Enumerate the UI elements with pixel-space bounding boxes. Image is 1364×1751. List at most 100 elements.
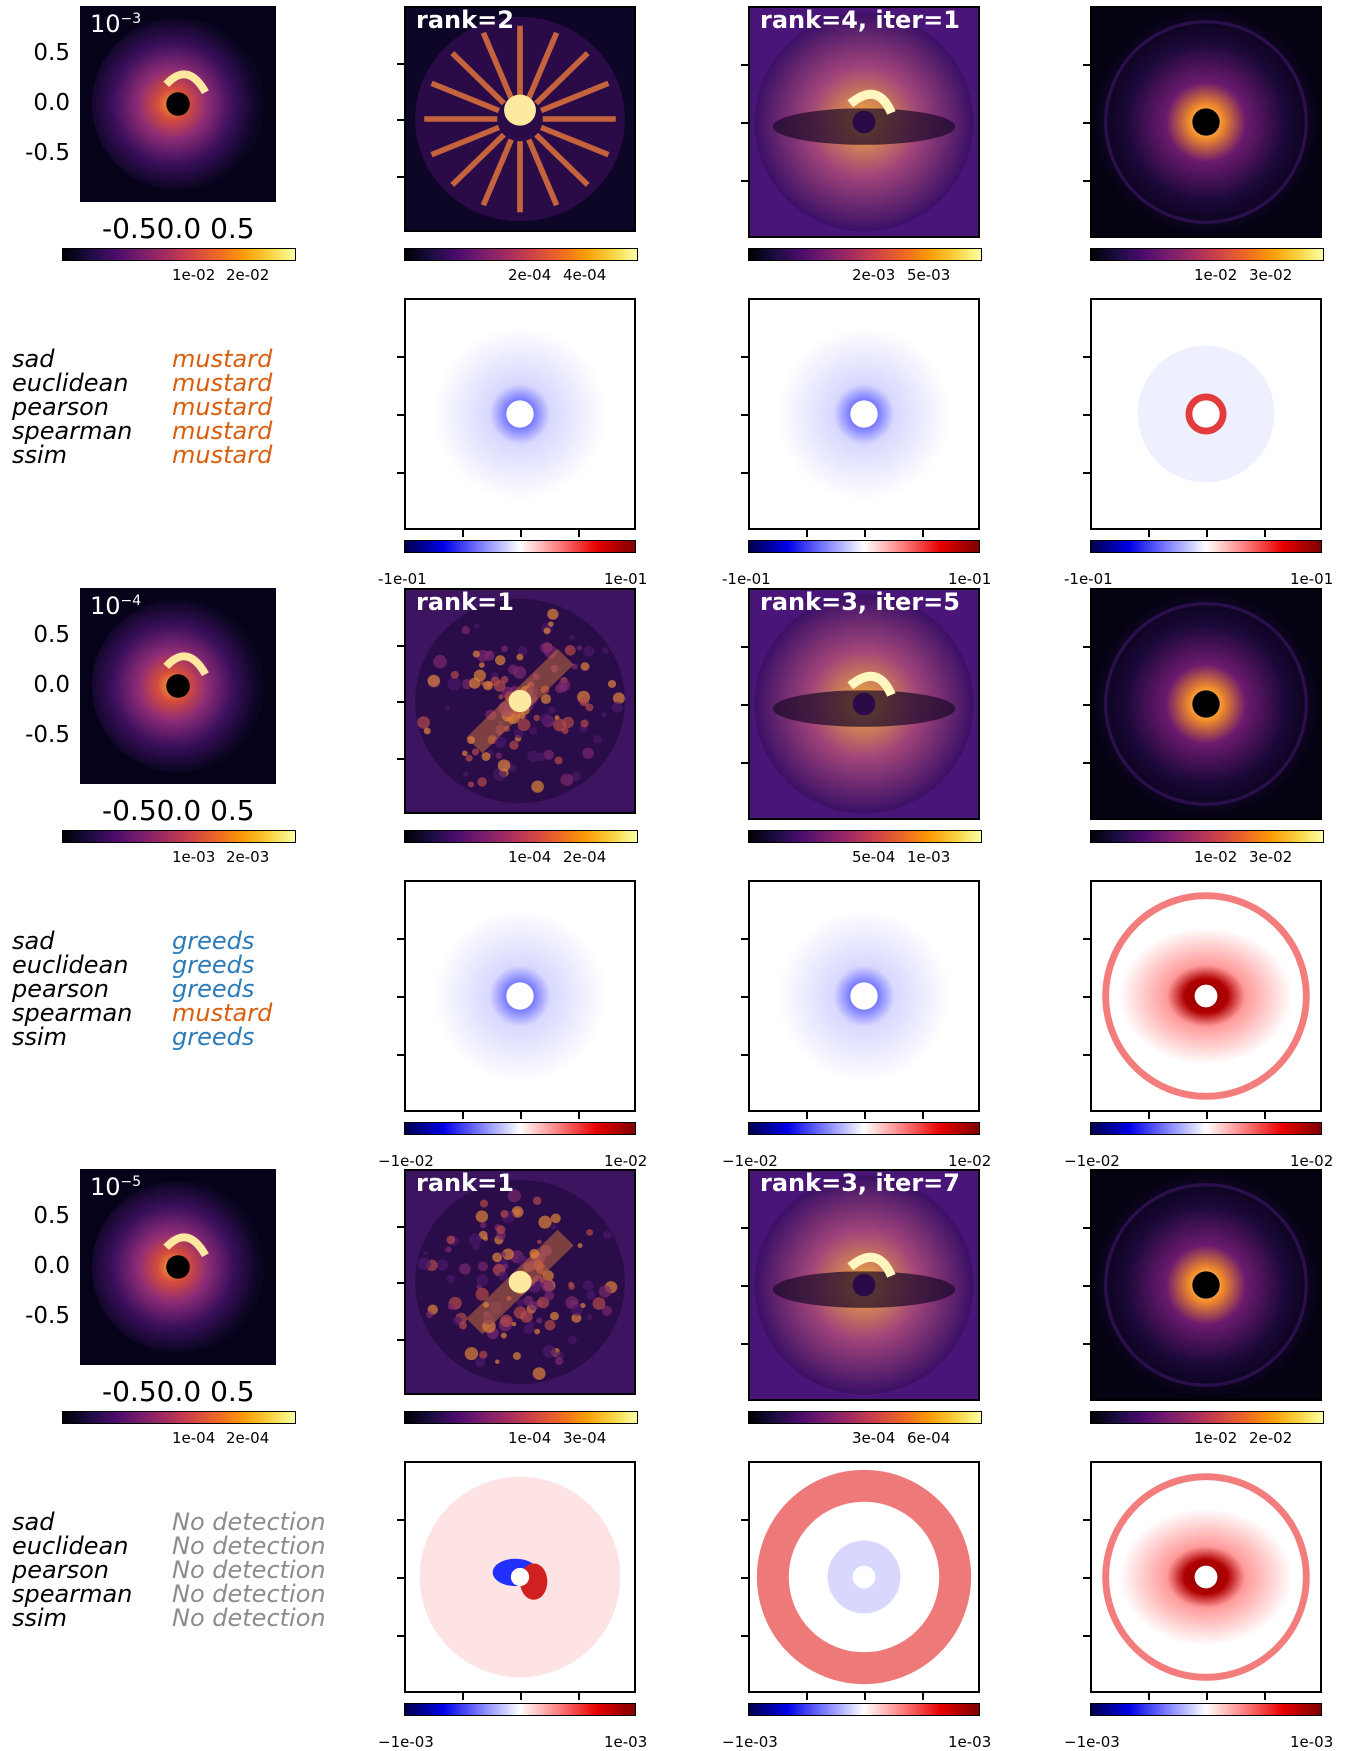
x-tick-mark [922,1112,924,1119]
metric-name: sad [12,1510,54,1534]
y-tick-mark [741,1577,748,1579]
residual-colorbar [748,1703,980,1716]
residual-max-label: 1e-01 [604,570,647,588]
image-colorbar [748,1411,982,1424]
x-tick-mark [1264,1112,1266,1119]
y-tick-mark [1083,1227,1090,1229]
residual-min-label: −1e-02 [722,1152,778,1170]
y-tick-mark [741,996,748,998]
x-tick-mark [1148,1112,1150,1119]
panel-title: rank=1 [416,1169,514,1197]
x-tick-mark [462,1693,464,1700]
image-colorbar [404,1411,638,1424]
colorbar-tick-label: 5e-04 [852,848,895,866]
panel-title: rank=3, iter=7 [760,1169,960,1197]
y-tick-mark [397,758,404,760]
image-panel-r2-c0: 10−5 [80,1169,276,1365]
y-tick-mark [741,1227,748,1229]
metric-row-ssim: ssim greeds [12,1025,332,1049]
residual-min-label: −1e-02 [1064,1152,1120,1170]
y-tick-mark [397,356,404,358]
y-tick-mark [397,996,404,998]
metric-row-spearman: spearman No detection [12,1582,332,1606]
metric-row-ssim: ssim mustard [12,443,332,467]
y-tick-mark [1083,122,1090,124]
y-tick-mark [1083,704,1090,706]
y-tick-label: 0.0 [10,90,70,116]
y-tick-mark [397,701,404,703]
colorbar-tick-label: 5e-03 [907,266,950,284]
x-tick-mark [578,1112,580,1119]
metric-row-pearson: pearson No detection [12,1558,332,1582]
y-tick-mark [741,704,748,706]
metric-row-euclidean: euclidean greeds [12,953,332,977]
residual-max-label: 1e-02 [604,1152,647,1170]
metric-row-spearman: spearman mustard [12,419,332,443]
metric-winner: mustard [172,395,272,419]
metric-name: sad [12,929,54,953]
colorbar-tick-label: 2e-04 [226,1429,269,1447]
metric-name: ssim [12,1025,67,1049]
y-tick-mark [741,356,748,358]
metric-name: euclidean [12,1534,128,1558]
x-tick-mark [462,530,464,537]
x-tick-mark [1206,1693,1208,1700]
residual-min-label: -1e-01 [722,570,771,588]
image-colorbar [404,830,638,843]
x-tick-mark [922,1693,924,1700]
image-panel-r1-c0: 10−4 [80,588,276,784]
metric-name: pearson [12,977,109,1001]
residual-min-label: -1e-01 [1064,570,1113,588]
image-colorbar [1090,1411,1324,1424]
metric-winner: mustard [172,371,272,395]
image-colorbar [748,830,982,843]
metric-winner: No detection [172,1534,326,1558]
y-tick-mark [1083,1285,1090,1287]
y-tick-mark [397,176,404,178]
residual-panel-r1-c3 [1090,880,1322,1112]
colorbar-tick-label: 2e-02 [1249,1429,1292,1447]
y-tick-mark [397,1519,404,1521]
residual-max-label: 1e-03 [948,1733,991,1751]
y-tick-mark [741,1054,748,1056]
level-label: 10−4 [90,592,141,620]
metric-name: sad [12,347,54,371]
metric-name: spearman [12,1582,132,1606]
metric-row-sad: sad mustard [12,347,332,371]
image-panel-r0-c1: rank=2 [404,6,636,232]
residual-min-label: -1e-01 [378,570,427,588]
metric-winner: greeds [172,929,254,953]
colorbar-tick-label: 1e-04 [508,1429,551,1447]
residual-min-label: −1e-03 [1064,1733,1120,1751]
x-tick-mark [922,530,924,537]
y-tick-mark [741,1519,748,1521]
residual-min-label: −1e-02 [378,1152,434,1170]
metric-row-sad: sad No detection [12,1510,332,1534]
image-panel-r1-c1: rank=1 [404,588,636,814]
image-colorbar [1090,248,1324,261]
image-colorbar [748,248,982,261]
residual-max-label: 1e-02 [948,1152,991,1170]
x-tick-mark [1264,530,1266,537]
metric-name: ssim [12,443,67,467]
colorbar-tick-label: 2e-03 [852,266,895,284]
colorbar-tick-label: 6e-04 [907,1429,950,1447]
x-tick-mark [864,530,866,537]
y-tick-mark [397,1339,404,1341]
y-tick-mark [1083,414,1090,416]
y-tick-mark [397,119,404,121]
y-tick-mark [1083,64,1090,66]
y-tick-mark [741,762,748,764]
residual-colorbar [1090,1703,1322,1716]
y-tick-mark [1083,356,1090,358]
level-exponent: −3 [121,11,142,27]
metric-winner: mustard [172,347,272,371]
y-tick-label: -0.5 [10,722,70,748]
level-base: 10 [90,1173,121,1201]
colorbar-tick-label: 3e-02 [1249,848,1292,866]
residual-panel-r0-c1 [404,298,636,530]
x-tick-mark [578,530,580,537]
colorbar-tick-label: 1e-04 [172,1429,215,1447]
metric-winner: greeds [172,1025,254,1049]
residual-max-label: 1e-03 [1290,1733,1333,1751]
